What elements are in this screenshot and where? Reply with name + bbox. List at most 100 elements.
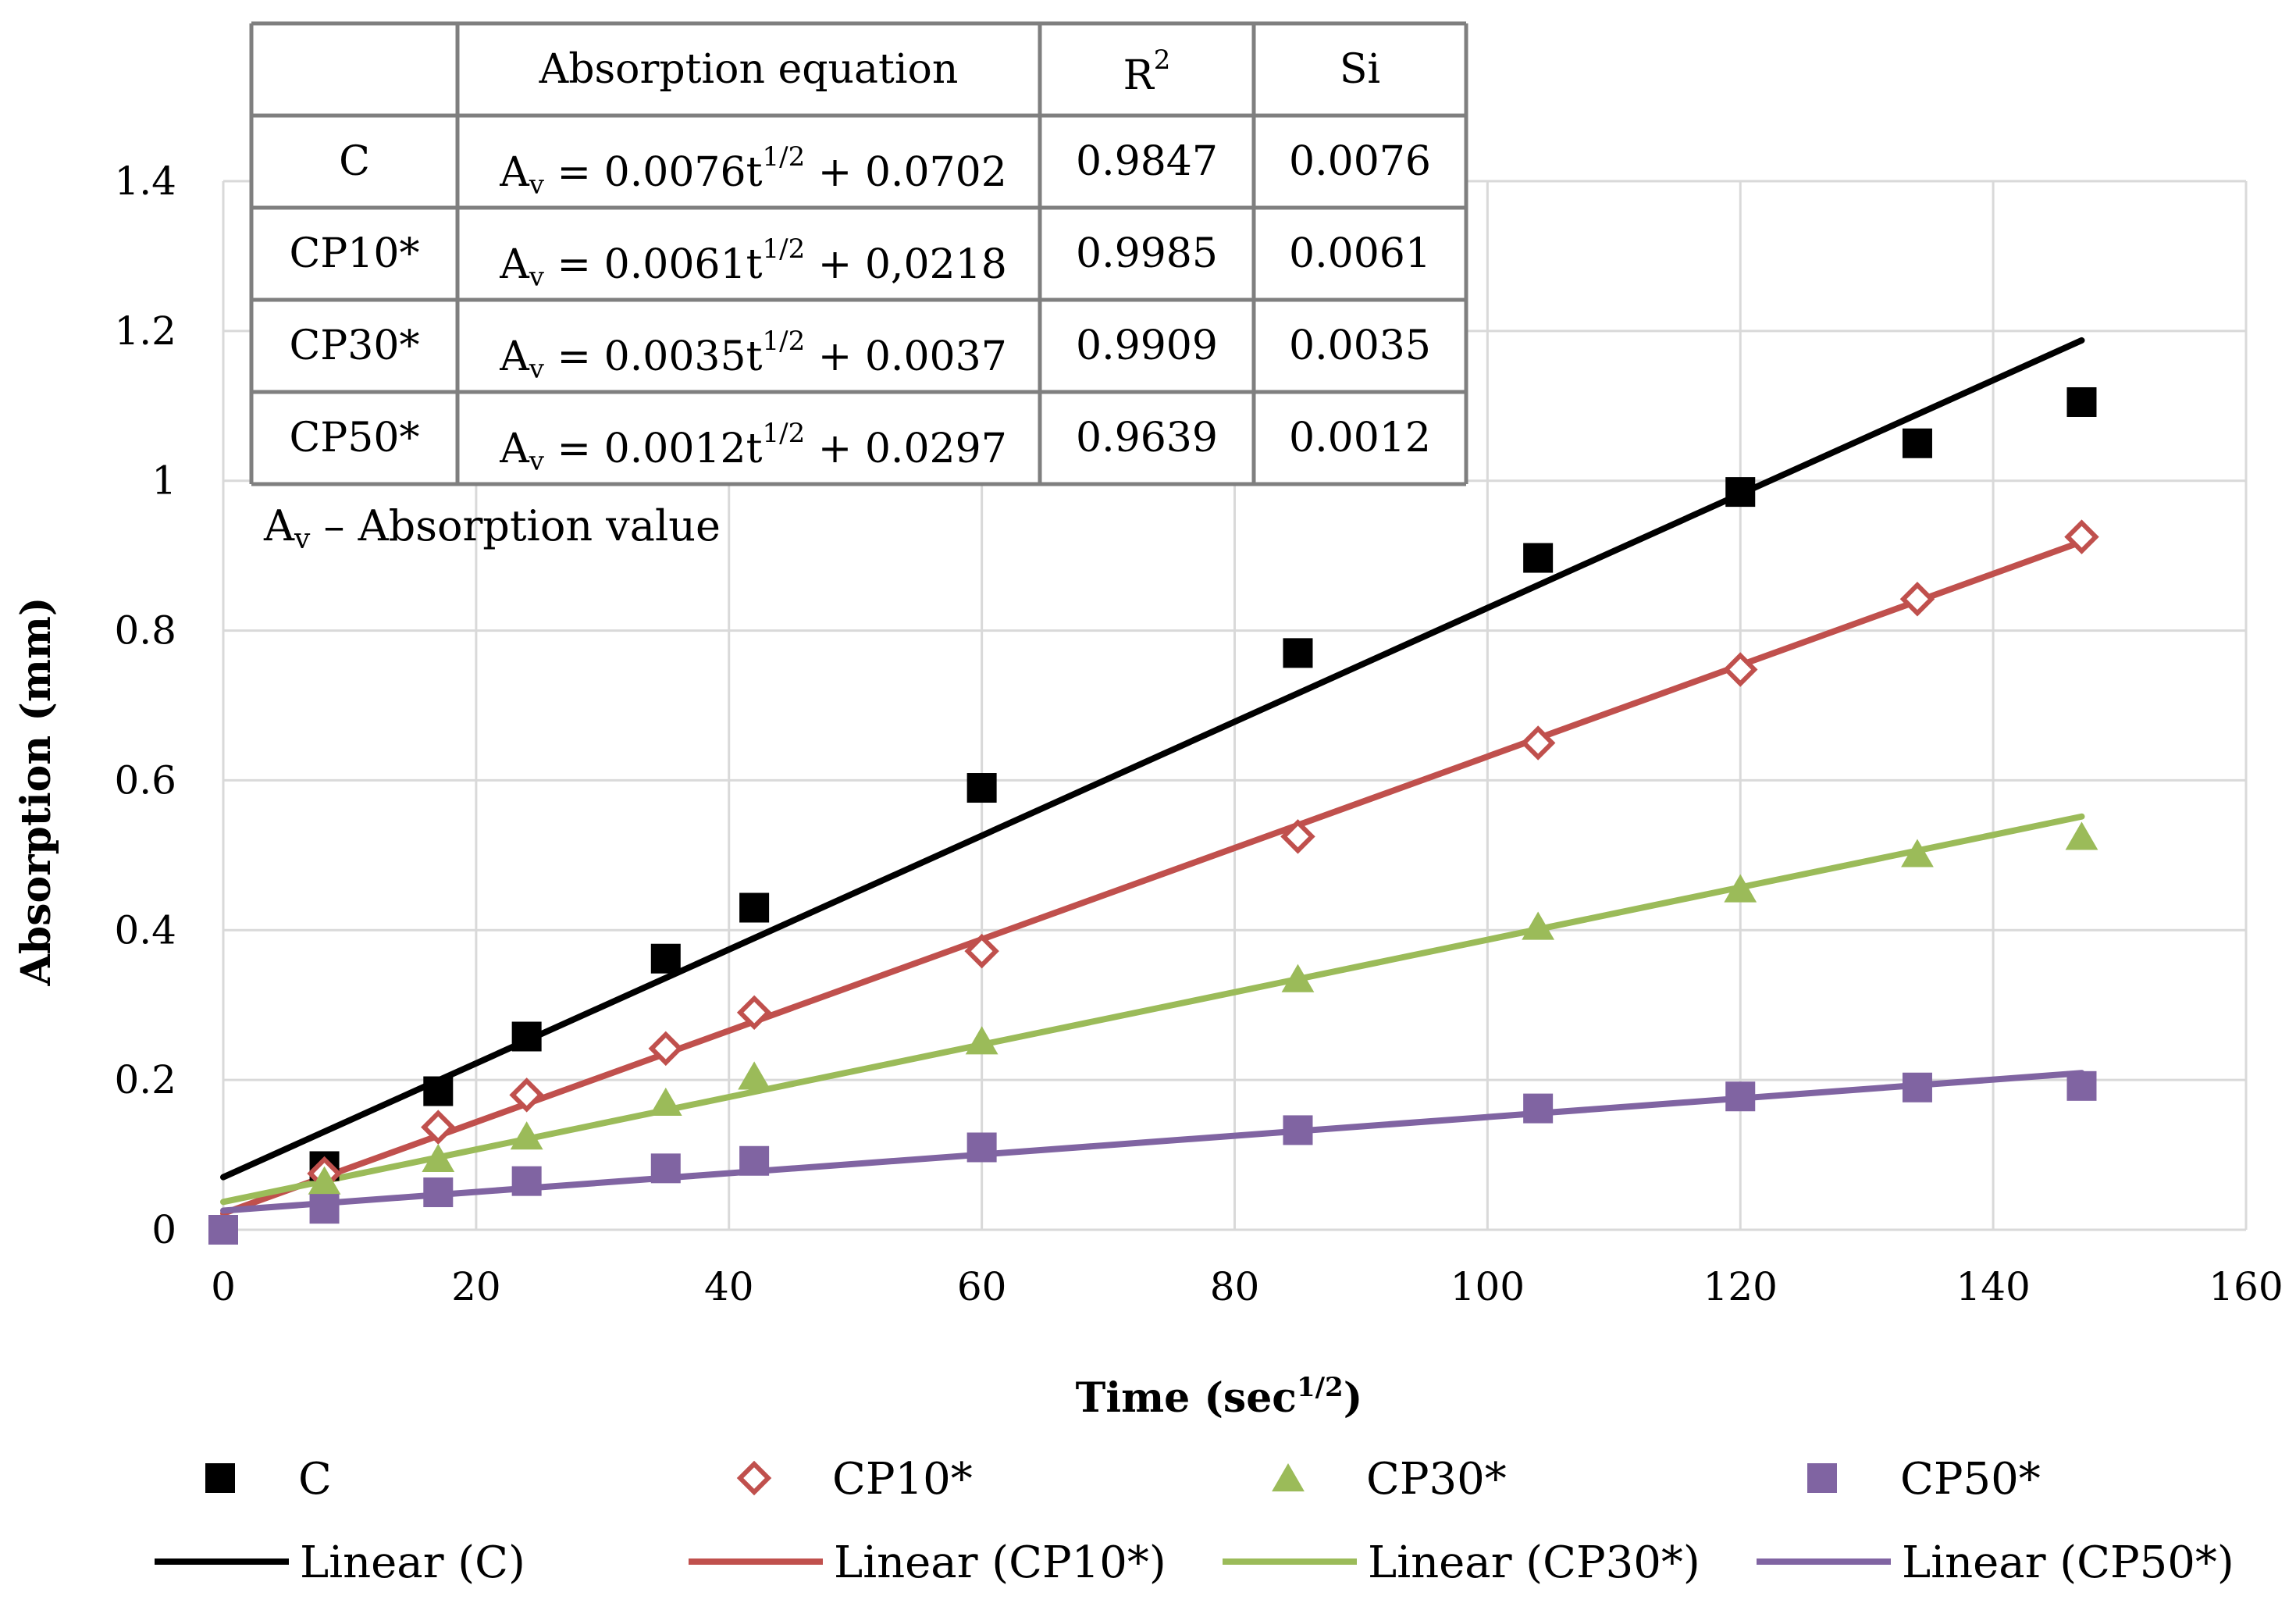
table-background: [251, 23, 1466, 484]
eq-intercept: + 0.0702: [805, 149, 1007, 196]
x-tick-label: 100: [1451, 1264, 1525, 1309]
eq-coef: = 0.0076t: [544, 149, 763, 196]
data-point-c: [1725, 477, 1756, 508]
eq-sup: 1/2: [762, 141, 805, 173]
data-point-cp50: [208, 1215, 238, 1245]
eq-prefix: A: [499, 241, 530, 288]
eq-intercept: + 0.0297: [805, 426, 1007, 472]
table-row-si: 0.0012: [1289, 415, 1431, 461]
eq-intercept: + 0.0037: [805, 333, 1007, 380]
table-row-r2: 0.9639: [1076, 415, 1218, 461]
table-row-r2: 0.9909: [1076, 322, 1218, 369]
x-tick-label: 0: [211, 1264, 236, 1309]
x-tick-label: 20: [451, 1264, 501, 1309]
table-header-equation: Absorption equation: [539, 46, 959, 93]
data-point-cp30: [738, 1061, 771, 1090]
table-header-r2: R2: [1123, 45, 1171, 99]
data-point-cp30: [965, 1026, 998, 1055]
legend-line-label: Linear (CP50*): [1902, 1537, 2234, 1588]
absorption-value-note: Av – Absorption value: [263, 501, 721, 555]
table-row-si: 0.0035: [1289, 322, 1431, 369]
data-point-c: [511, 1021, 542, 1052]
x-axis-title-close: ): [1344, 1374, 1363, 1422]
data-point-cp50: [2066, 1070, 2097, 1101]
data-point-cp50: [966, 1132, 997, 1163]
data-point-cp10: [1723, 652, 1758, 687]
legend-marker-cp10: [736, 1460, 772, 1496]
legend-line-label: Linear (CP30*): [1368, 1537, 1700, 1588]
data-point-cp10: [736, 995, 772, 1031]
data-point-cp50: [423, 1177, 454, 1208]
tick-labels: 0 20 40 60 80 100 120 140 160 0 0.2 0.4 0.6 0.8 1 1.2 1.…: [114, 159, 2283, 1309]
eq-sub: v: [529, 169, 545, 201]
y-tick-label: 1.4: [114, 159, 176, 204]
legend-label: C: [298, 1454, 332, 1505]
data-point-cp50: [1725, 1081, 1756, 1112]
table-header-r: R: [1123, 52, 1155, 99]
data-point-cp10: [1899, 582, 1935, 617]
table-row-name: CP10*: [290, 230, 420, 277]
x-tick-label: 120: [1703, 1264, 1778, 1309]
y-tick-label: 0.6: [114, 757, 176, 803]
data-point-cp30: [1724, 874, 1757, 903]
table-row-equation: Av = 0.0076t1/2 + 0.0702: [499, 141, 1007, 201]
data-point-cp30: [1901, 839, 1934, 867]
data-points: [208, 387, 2099, 1245]
x-axis-title-text: Time (sec: [1076, 1374, 1297, 1422]
data-point-cp10: [421, 1110, 456, 1145]
eq-coef: = 0.0012t: [544, 426, 763, 472]
table-row-r2: 0.9847: [1076, 138, 1218, 185]
legend-marker-cp30: [1272, 1463, 1305, 1492]
data-point-cp10: [509, 1078, 544, 1113]
x-tick-label: 40: [704, 1264, 754, 1309]
data-point-c: [650, 943, 681, 974]
data-point-c: [423, 1076, 454, 1106]
eq-coef: = 0.0061t: [544, 241, 763, 288]
legend-label: CP30*: [1366, 1454, 1507, 1505]
axis-titles: Time (sec1/2) Absorption (mm): [12, 597, 1362, 1422]
y-tick-label: 0: [151, 1207, 176, 1252]
table-row-equation: Av = 0.0061t1/2 + 0,0218: [499, 233, 1007, 293]
note-prefix: A: [263, 501, 295, 550]
eq-intercept: + 0,0218: [805, 241, 1007, 288]
table-row-si: 0.0061: [1289, 230, 1431, 277]
data-point-cp50: [739, 1145, 770, 1176]
legend-marker-c: [205, 1463, 235, 1493]
data-point-c: [1902, 428, 1932, 458]
eq-prefix: A: [499, 149, 530, 196]
data-point-c: [966, 773, 997, 803]
x-axis-title: Time (sec1/2): [1076, 1372, 1363, 1422]
eq-sup: 1/2: [762, 326, 805, 357]
data-point-cp50: [309, 1194, 340, 1224]
y-tick-label: 0.4: [114, 907, 176, 953]
legend-line-label: Linear (CP10*): [834, 1537, 1166, 1588]
data-point-cp50: [511, 1166, 542, 1196]
note-text: Av – Absorption value: [263, 501, 721, 555]
table-row-equation: Av = 0.0035t1/2 + 0.0037: [499, 326, 1007, 385]
data-point-cp10: [2064, 519, 2099, 554]
table-row-name: C: [339, 138, 370, 185]
y-tick-label: 0.8: [114, 608, 176, 654]
eq-prefix: A: [499, 426, 530, 472]
table-header-si: Si: [1340, 46, 1380, 93]
data-point-cp10: [1520, 725, 1556, 761]
legend-label: CP50*: [1900, 1454, 2041, 1505]
eq-sup: 1/2: [762, 233, 805, 265]
data-point-cp30: [510, 1121, 543, 1150]
data-point-c: [2066, 387, 2097, 417]
data-point-cp30: [1281, 964, 1315, 992]
table-row-r2: 0.9985: [1076, 230, 1218, 277]
data-point-cp50: [1902, 1072, 1932, 1103]
legend-line-label: Linear (C): [300, 1537, 525, 1588]
y-tick-label: 0.2: [114, 1057, 176, 1103]
x-tick-label: 140: [1956, 1264, 2030, 1309]
x-tick-label: 160: [2209, 1264, 2283, 1309]
eq-sub: v: [529, 354, 545, 385]
table-row-name: CP50*: [290, 415, 420, 461]
data-point-cp50: [1283, 1115, 1313, 1145]
data-point-cp30: [649, 1087, 682, 1117]
data-point-c: [1523, 543, 1554, 573]
data-point-cp50: [1523, 1093, 1554, 1124]
eq-prefix: A: [499, 333, 530, 380]
table-header-r-sup: 2: [1154, 45, 1171, 76]
